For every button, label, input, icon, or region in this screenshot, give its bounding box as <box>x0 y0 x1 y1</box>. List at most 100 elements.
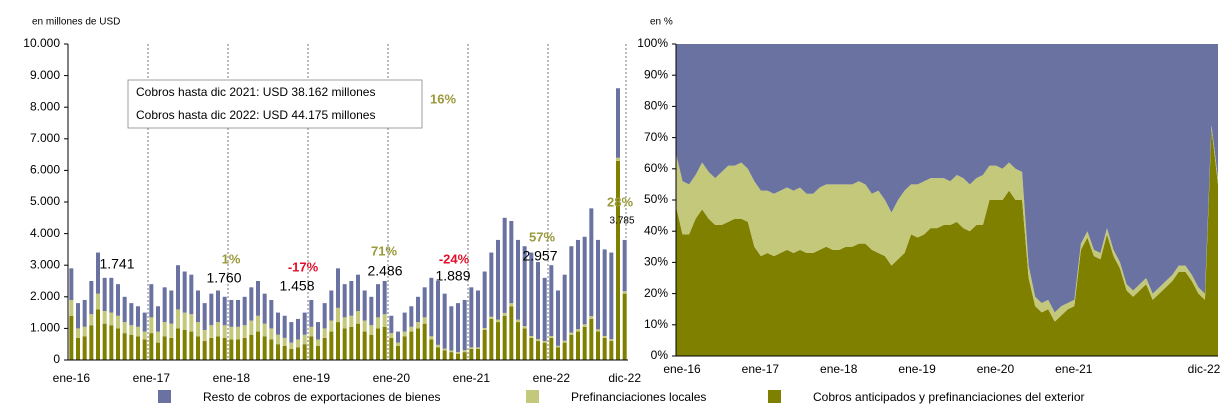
bar-segment <box>96 252 100 294</box>
bar-segment <box>369 325 374 335</box>
bar-segment <box>249 334 254 360</box>
bar-segment <box>176 328 180 360</box>
x-tick-label: dic-22 <box>1188 362 1221 376</box>
bar-segment <box>209 325 214 338</box>
x-tick-label: ene-16 <box>663 362 701 376</box>
right-y-label: en % <box>650 17 673 28</box>
bar-segment <box>442 293 447 349</box>
y-tick-label: 10.000 <box>23 36 60 50</box>
bar-segment <box>196 290 200 323</box>
bar-segment <box>429 336 434 340</box>
y-tick-label: 2.000 <box>30 289 60 303</box>
bar-segment <box>162 322 167 337</box>
bar-segment <box>456 303 460 353</box>
bar-segment <box>609 341 614 360</box>
bar-segment <box>569 334 574 360</box>
bar-segment <box>489 252 494 317</box>
bar-segment <box>602 335 607 338</box>
bar-segment <box>269 328 274 340</box>
bar-segment <box>622 293 627 360</box>
bar-segment <box>376 284 380 318</box>
bar-segment <box>502 315 507 360</box>
bar-segment <box>489 318 494 360</box>
bar-segment <box>502 312 507 316</box>
bar-segment <box>149 317 154 334</box>
bar-segment <box>616 88 620 158</box>
bar-segment <box>309 299 314 327</box>
x-tick-label: ene-21 <box>453 371 491 385</box>
y-tick-label: 8.000 <box>30 99 60 113</box>
annotation: 71% <box>371 243 397 258</box>
bar-segment <box>122 296 127 323</box>
bar-segment <box>396 342 400 346</box>
bar-segment <box>262 293 267 324</box>
bar-segment <box>409 331 414 360</box>
bar-segment <box>202 329 207 342</box>
annotation: 1.741 <box>99 256 134 272</box>
bar-segment <box>442 348 447 351</box>
bar-segment <box>136 306 140 327</box>
bar-segment <box>516 322 520 360</box>
bar-segment <box>242 296 247 326</box>
bar-segment <box>256 331 260 360</box>
bar-segment <box>409 306 414 327</box>
annotation: -17% <box>288 259 319 274</box>
bar-segment <box>116 284 120 316</box>
bar-segment <box>209 337 214 360</box>
bar-segment <box>342 328 347 360</box>
bar-segment <box>182 312 187 330</box>
bar-segment <box>76 337 80 360</box>
bar-segment <box>296 318 300 340</box>
bar-segment <box>382 326 387 360</box>
bar-segment <box>89 314 94 326</box>
bar-segment <box>302 344 307 360</box>
bar-segment <box>116 328 120 360</box>
bar-segment <box>496 322 500 360</box>
bar-segment <box>576 239 580 330</box>
bar-segment <box>109 325 114 360</box>
annotation: 3.785 <box>609 216 634 227</box>
bar-segment <box>542 341 547 343</box>
x-tick-label: dic-22 <box>608 371 641 385</box>
bar-segment <box>602 249 607 336</box>
bar-segment <box>322 303 327 329</box>
bar-segment <box>236 299 240 327</box>
bar-segment <box>262 336 267 360</box>
bar-segment <box>556 345 560 348</box>
legend-swatch <box>526 390 539 403</box>
y-tick-label: 4.000 <box>30 226 60 240</box>
legend-label: Prefinanciaciones locales <box>571 390 706 404</box>
x-tick-label: ene-20 <box>373 371 411 385</box>
bar-segment <box>529 335 534 338</box>
bar-segment <box>582 326 587 360</box>
bar-segment <box>116 315 120 329</box>
bar-segment <box>216 322 220 337</box>
annotation-box-text: Cobros hasta dic 2021: USD 38.162 millon… <box>136 85 375 99</box>
bar-segment <box>156 331 160 343</box>
bar-segment <box>376 328 380 360</box>
annotation: 57% <box>529 229 555 244</box>
bar-segment <box>289 342 294 349</box>
bar-segment <box>422 287 427 318</box>
bar-segment <box>276 334 280 345</box>
bar-segment <box>169 337 174 360</box>
x-tick-label: ene-22 <box>533 371 571 385</box>
bar-segment <box>562 342 567 360</box>
bar-segment <box>522 246 527 327</box>
bar-segment <box>336 307 340 323</box>
bar-segment <box>396 331 400 343</box>
bar-segment <box>82 336 87 360</box>
bar-segment <box>76 328 80 338</box>
y-tick-label: 0 <box>53 352 60 366</box>
bar-segment <box>536 339 540 342</box>
bar-segment <box>576 331 580 360</box>
bar-segment <box>582 236 587 325</box>
y-tick-label: 10% <box>644 317 668 331</box>
bar-segment <box>416 328 420 360</box>
bar-segment <box>236 339 240 360</box>
bar-segment <box>622 239 627 292</box>
bar-segment <box>342 317 347 329</box>
bar-segment <box>129 334 134 360</box>
bar-segment <box>102 277 107 312</box>
bar-segment <box>422 317 427 324</box>
